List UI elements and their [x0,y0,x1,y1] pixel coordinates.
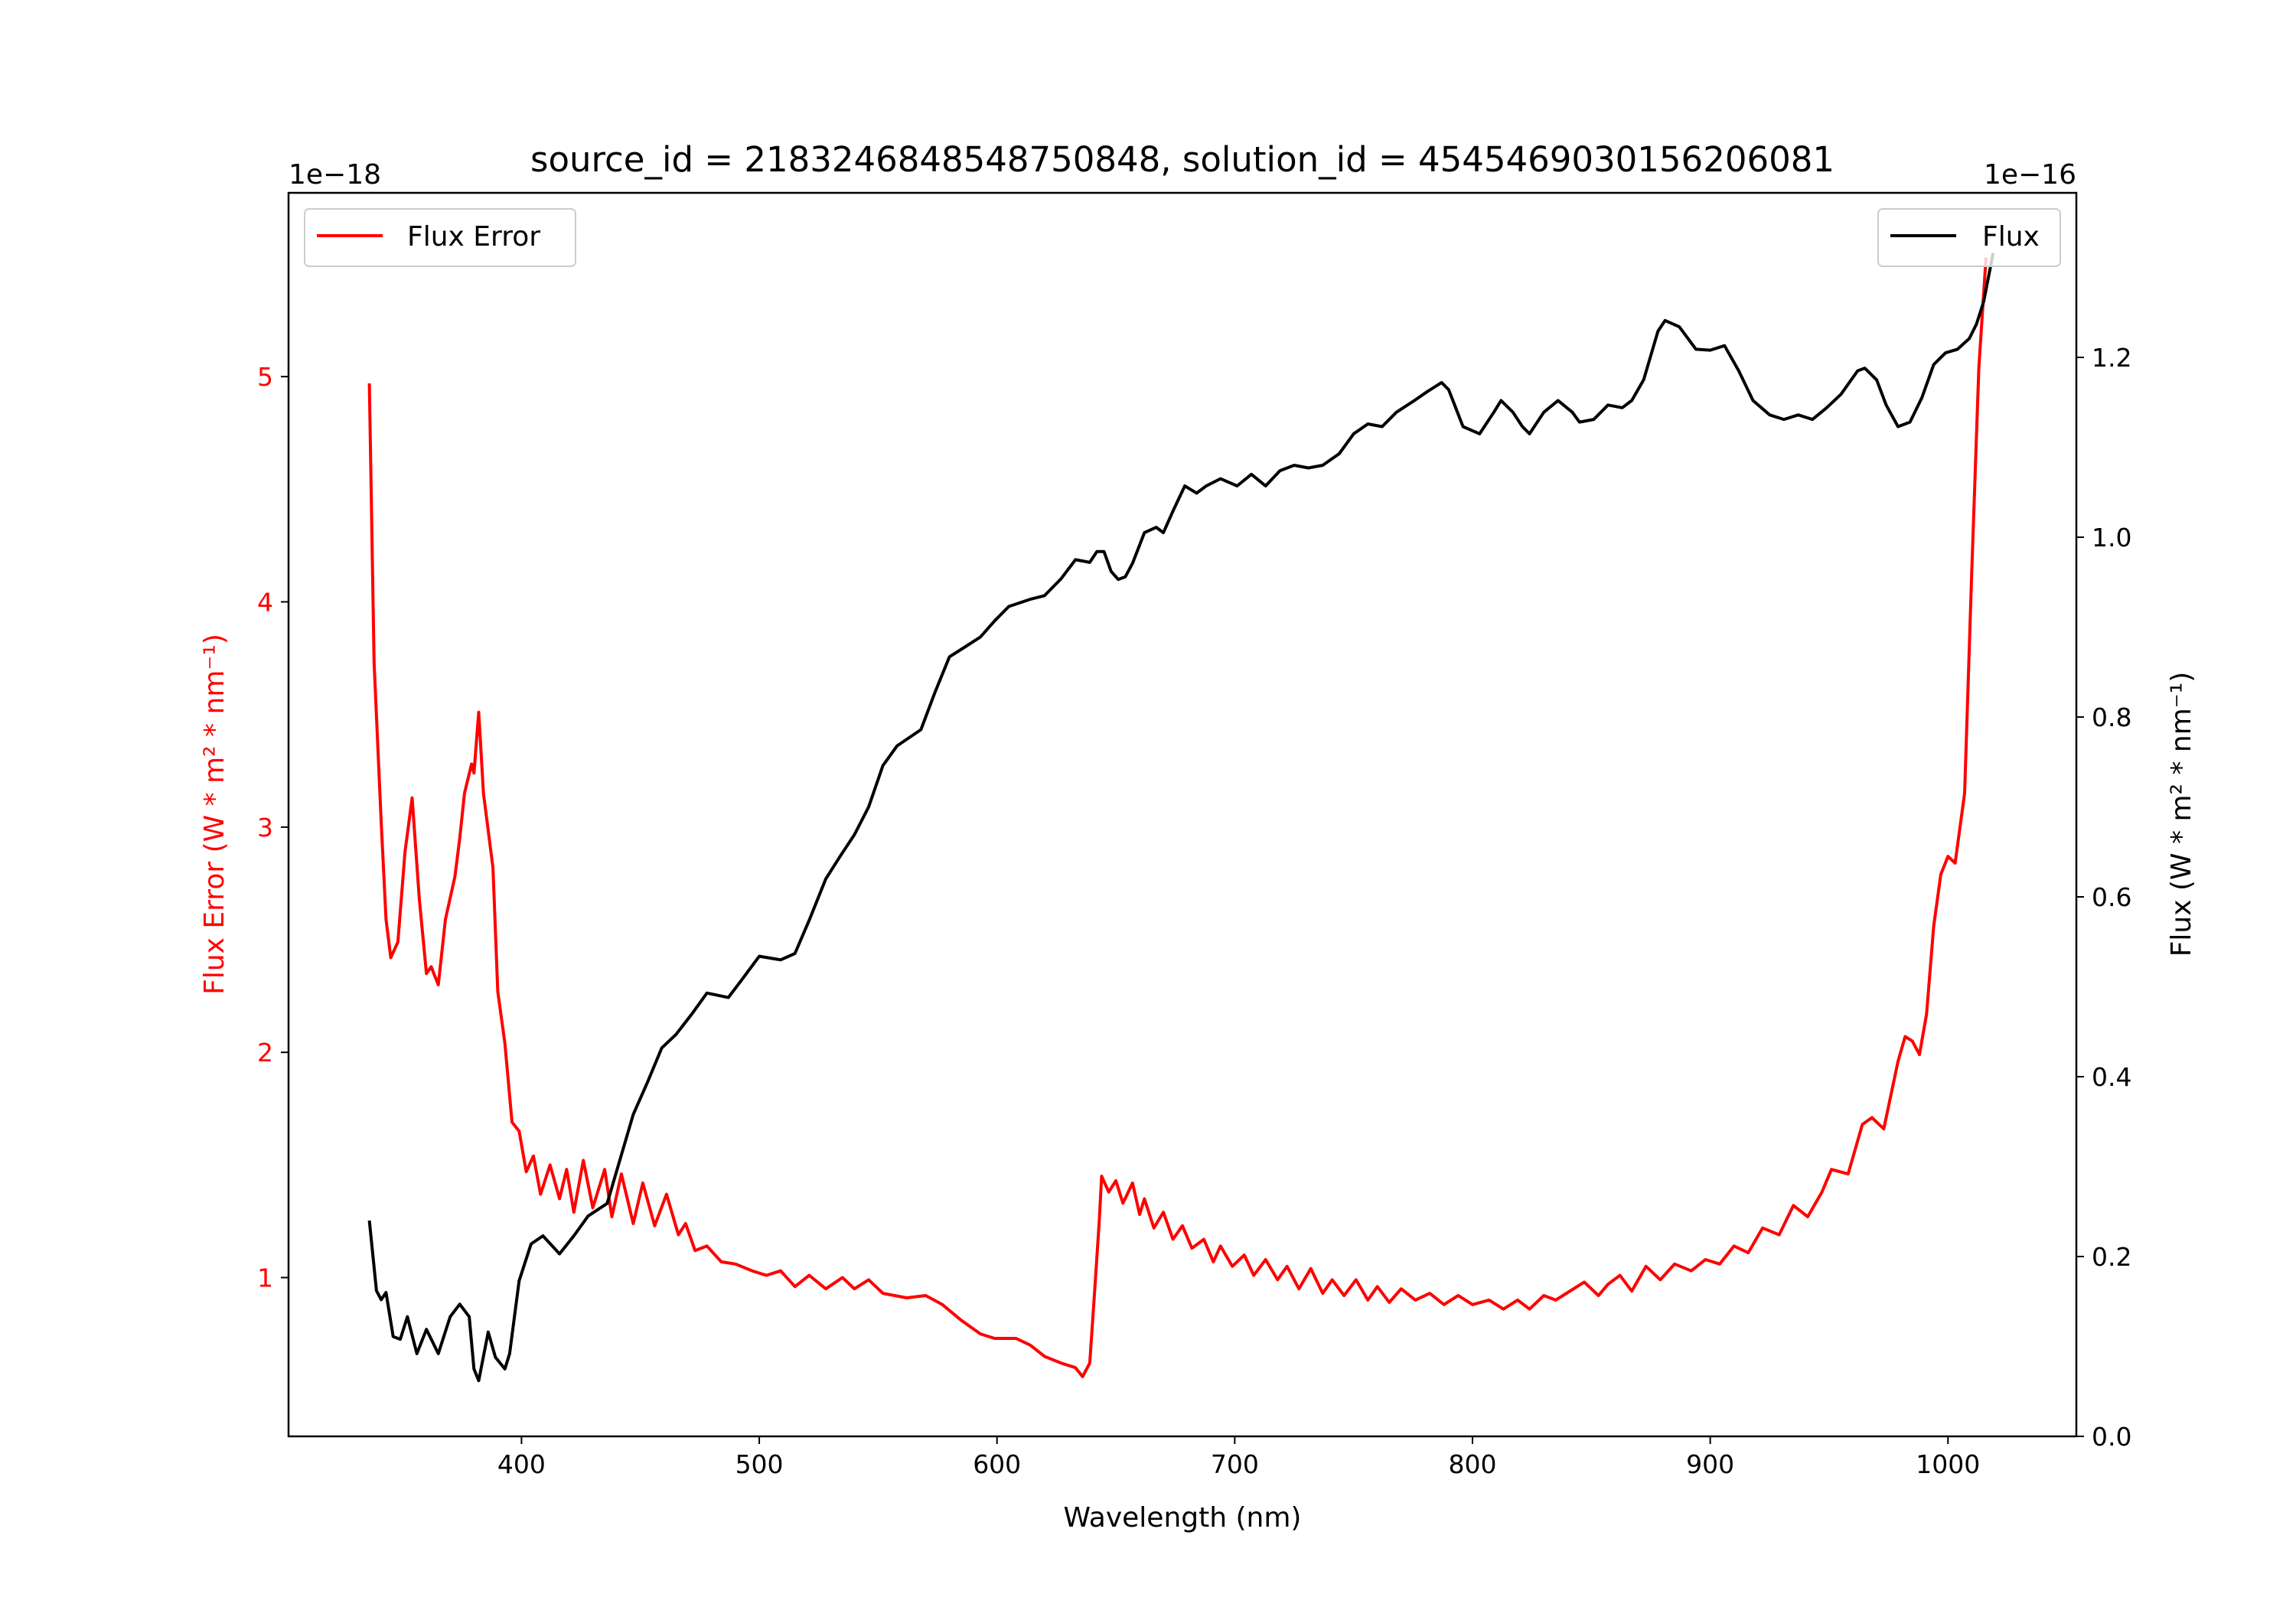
left-offset-text: 1e−18 [289,159,381,191]
x-tick-label: 600 [973,1449,1021,1479]
right-offset-text: 1e−16 [1984,159,2076,191]
left-y-tick-label: 2 [257,1038,273,1068]
x-tick-label: 400 [497,1449,546,1479]
left-y-axis-label: Flux Error (W * m² * nm⁻¹) [199,634,230,995]
x-tick-label: 800 [1448,1449,1496,1479]
chart-title: source_id = 2183246848548750848, solutio… [530,139,1835,180]
right-y-axis-label: Flux (W * m² * nm⁻¹) [2166,672,2197,957]
x-axis-label: Wavelength (nm) [1064,1502,1302,1534]
x-tick-label: 900 [1686,1449,1734,1479]
left-y-tick-label: 1 [257,1263,273,1292]
right-y-tick-label: 1.2 [2092,343,2131,373]
x-tick-label: 500 [735,1449,784,1479]
legend-flux-error: Flux Error [304,208,576,267]
right-y-tick-label: 1.0 [2092,523,2131,553]
left-y-tick-label: 5 [257,362,273,392]
right-y-tick-label: 0.4 [2092,1062,2131,1092]
ticks: 400 500 600 700 800 900 1000 1 2 3 4 5 0.0 0.2 0.4 0.6 0… [257,343,2131,1479]
legend-box [304,208,576,267]
left-y-tick-label: 3 [257,813,273,843]
legend-label-flux-error: Flux Error [407,221,540,253]
right-y-tick-label: 0.2 [2092,1242,2131,1272]
right-y-tick-label: 0.0 [2092,1422,2131,1452]
series-line-flux [367,253,1995,1383]
right-y-tick-label: 0.6 [2092,882,2131,912]
legend-label-flux: Flux [1982,221,2040,253]
plot-frame [287,191,2078,1438]
x-tick-label: 700 [1211,1449,1259,1479]
legend-flux: Flux [1877,208,2061,267]
x-tick-label: 1000 [1916,1449,1980,1479]
series-lines [367,253,1995,1383]
legend-box [1877,208,2061,267]
left-y-tick-label: 4 [257,588,273,618]
right-y-tick-label: 0.8 [2092,702,2131,732]
series-line-flux-error [367,257,1988,1378]
